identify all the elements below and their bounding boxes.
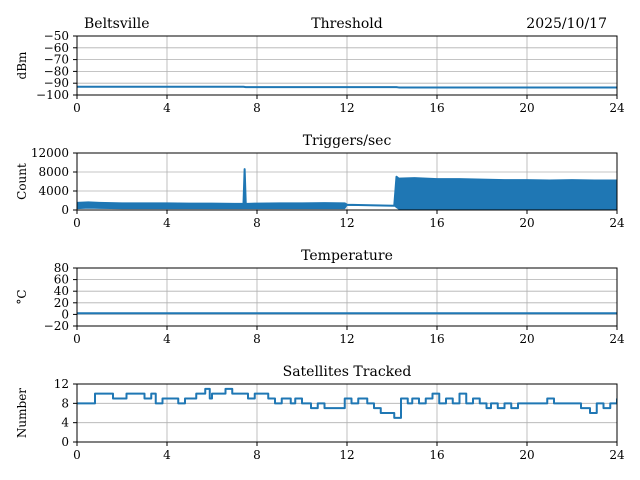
y-tick-label: 80: [54, 261, 69, 275]
x-tick-label: 20: [519, 216, 534, 230]
y-tick-label: 60: [54, 273, 69, 287]
y-tick-label: 8: [61, 396, 69, 410]
x-tick-label: 24: [609, 332, 625, 346]
x-tick-label: 12: [339, 332, 354, 346]
date-label: 2025/10/17: [526, 16, 607, 32]
y-tick-label: 4: [61, 416, 69, 430]
x-tick-label: 20: [519, 448, 534, 462]
y-tick-label: 8000: [38, 165, 69, 179]
y-tick-label: −70: [44, 53, 69, 67]
y-tick-label: 40: [54, 284, 69, 298]
y-tick-label: −90: [44, 76, 69, 90]
x-tick-label: 16: [429, 448, 444, 462]
series-line-threshold: [77, 85, 617, 89]
panel-satellites-tracked: 0 4 8 12 16 20 24 0 4 8 12 Satellites Tracked Number: [15, 364, 625, 462]
chart-panels: 0 4 8 12 16 20 24 −50−60−70−80−90−100 Threshold d…: [15, 16, 625, 462]
x-tick-label: 8: [253, 332, 261, 346]
x-tick-label: 8: [253, 101, 261, 115]
x-tick-label: 16: [429, 101, 444, 115]
location-label: Beltsville: [84, 16, 150, 32]
y-tick-label: 20: [54, 296, 69, 310]
x-tick-label: 4: [163, 101, 171, 115]
y-tick-label: 12000: [31, 146, 69, 160]
y-axis-label: dBm: [15, 51, 29, 80]
x-tick-label: 0: [73, 332, 81, 346]
y-axis-label: Number: [15, 388, 29, 438]
x-tick-label: 20: [519, 332, 534, 346]
y-tick-label: 0: [61, 435, 69, 449]
x-tick-label: 24: [609, 448, 625, 462]
x-tick-label: 12: [339, 216, 354, 230]
panel-title: Temperature: [301, 248, 393, 264]
panel-title: Satellites Tracked: [283, 364, 412, 380]
x-tick-label: 0: [73, 101, 81, 115]
panel-title: Triggers/sec: [303, 133, 392, 149]
x-tick-label: 8: [253, 448, 261, 462]
series-band-triggers: [77, 169, 617, 210]
x-tick-label: 16: [429, 332, 444, 346]
y-tick-label: −100: [36, 88, 69, 102]
x-tick-label: 16: [429, 216, 444, 230]
y-tick-label: −80: [44, 64, 69, 78]
y-tick-label: 0: [61, 203, 69, 217]
x-tick-label: 12: [339, 101, 354, 115]
y-tick-label: −60: [44, 41, 69, 55]
x-tick-label: 4: [163, 216, 171, 230]
x-tick-label: 8: [253, 216, 261, 230]
x-tick-label: 12: [339, 448, 354, 462]
panel-triggers-sec: 0 4 8 12 16 20 24 0 4000 8000 12000 Triggers/sec Cou…: [15, 133, 625, 230]
x-tick-label: 4: [163, 448, 171, 462]
panel-title: Threshold: [311, 16, 382, 32]
y-tick-label: 12: [54, 377, 69, 391]
panel-threshold: 0 4 8 12 16 20 24 −50−60−70−80−90−100 Threshold d…: [15, 16, 625, 115]
x-tick-label: 24: [609, 101, 625, 115]
series-line-satellites: [77, 387, 617, 419]
x-tick-label: 4: [163, 332, 171, 346]
x-tick-label: 0: [73, 216, 81, 230]
y-axis-label: °C: [15, 289, 29, 304]
y-tick-label: 0: [61, 307, 69, 321]
y-axis-label: Count: [15, 163, 29, 200]
x-tick-label: 20: [519, 101, 534, 115]
y-tick-label: −50: [44, 29, 69, 43]
y-tick-label: 4000: [38, 184, 69, 198]
y-tick-label: −20: [44, 319, 69, 333]
x-tick-label: 0: [73, 448, 81, 462]
x-tick-label: 24: [609, 216, 625, 230]
